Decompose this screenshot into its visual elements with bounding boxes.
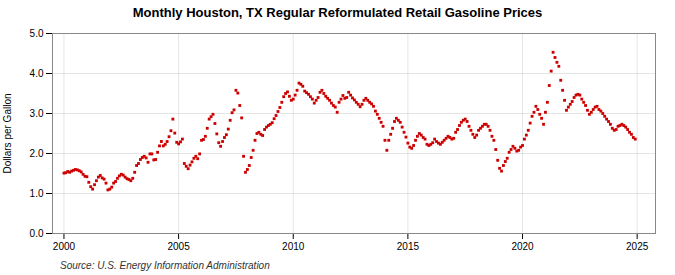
- svg-text:2015: 2015: [397, 241, 420, 252]
- html-text:Source: U.S. Energy Informatio: Source: U.S. Energy Information Administ…: [60, 260, 270, 271]
- svg-text:0.0: 0.0: [30, 228, 44, 239]
- svg-text:3.0: 3.0: [30, 108, 44, 119]
- svg-text:4.0: 4.0: [30, 68, 44, 79]
- svg-text:2000: 2000: [53, 241, 76, 252]
- html-text:Monthly Houston, TX Regular Re: Monthly Houston, TX Regular Reformulated…: [132, 5, 543, 20]
- svg-text:2020: 2020: [511, 241, 534, 252]
- svg-text:2005: 2005: [167, 241, 190, 252]
- svg-text:2025: 2025: [626, 241, 649, 252]
- svg-text:Dollars per Gallon: Dollars per Gallon: [2, 93, 13, 173]
- svg-text:5.0: 5.0: [30, 28, 44, 39]
- svg-text:2.0: 2.0: [30, 148, 44, 159]
- svg-text:2010: 2010: [282, 241, 305, 252]
- svg-text:1.0: 1.0: [30, 188, 44, 199]
